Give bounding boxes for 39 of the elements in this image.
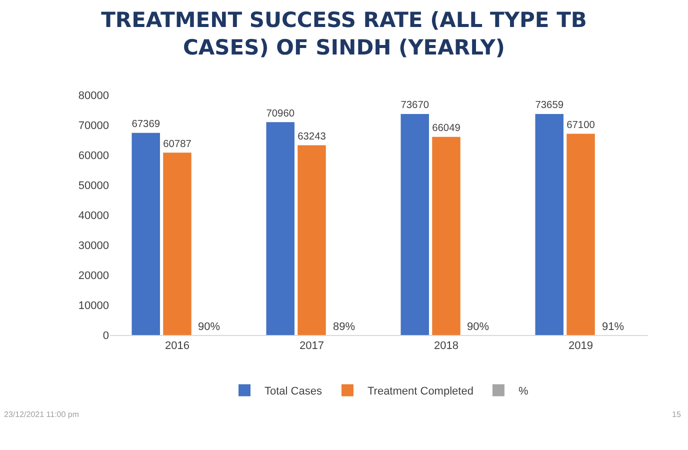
bar <box>535 114 564 335</box>
data-label: 73659 <box>535 100 564 112</box>
bar <box>400 114 429 335</box>
bar <box>266 122 294 335</box>
data-label: 63243 <box>298 132 326 142</box>
y-tick-label: 60000 <box>78 150 109 162</box>
x-tick-label: 2017 <box>300 340 324 352</box>
data-label: 67100 <box>566 120 596 131</box>
bar <box>132 132 160 335</box>
x-tick-label: 2019 <box>568 340 593 352</box>
y-tick-label: 50000 <box>78 180 109 192</box>
bar <box>432 136 460 335</box>
legend-label: Total Cases <box>264 386 322 398</box>
y-tick-label: 30000 <box>78 240 109 252</box>
legend-label: Treatment Completed <box>367 386 474 398</box>
annotation: 89% <box>333 321 356 333</box>
y-tick-label: 10000 <box>78 300 109 312</box>
y-tick-label: 20000 <box>78 270 109 282</box>
data-label: 60787 <box>163 138 192 150</box>
x-tick-label: 2018 <box>434 340 458 352</box>
y-tick-label: 0 <box>102 330 109 342</box>
chart-title: TREATMENT SUCCESS RATE (ALL TYPE TB CASES) OF SINDH (YEARLY) <box>101 8 587 60</box>
data-label: 70960 <box>266 108 295 120</box>
data-label: 73670 <box>400 100 430 112</box>
bar <box>298 145 326 335</box>
legend-label: % <box>518 386 528 398</box>
bar <box>163 152 192 335</box>
annotation: 90% <box>467 321 490 333</box>
y-tick-label: 70000 <box>78 120 109 132</box>
text: 15 <box>672 410 682 419</box>
annotation: 91% <box>602 321 624 333</box>
data-label: 66049 <box>432 123 461 134</box>
text: 23/12/2021 11:00 pm <box>4 410 80 419</box>
bar <box>566 134 595 335</box>
y-tick-label: 40000 <box>78 210 109 222</box>
annotation: 90% <box>198 321 220 333</box>
y-tick-label: 80000 <box>78 90 109 102</box>
x-tick-label: 2016 <box>165 340 190 352</box>
data-label: 67369 <box>132 119 160 130</box>
